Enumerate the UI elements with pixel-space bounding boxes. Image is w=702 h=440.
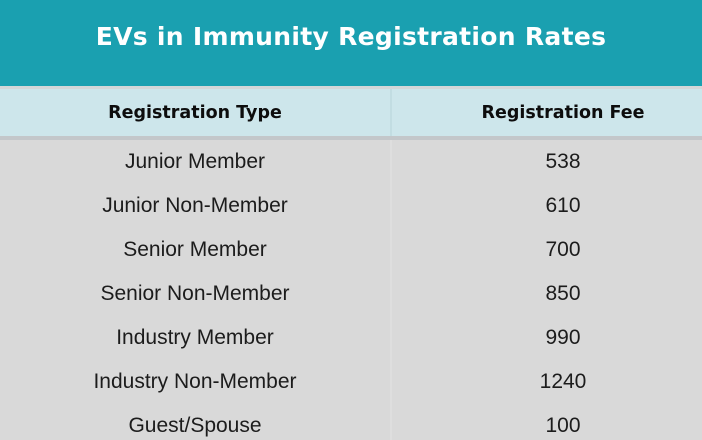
table-row: Senior Non-Member 850 xyxy=(0,272,702,316)
registration-fee-cell: 700 xyxy=(390,228,702,272)
registration-type-cell: Junior Non-Member xyxy=(102,194,288,217)
registration-fee-cell: 1240 xyxy=(390,360,702,404)
table-row: Junior Non-Member 610 xyxy=(0,184,702,228)
registration-type-cell: Industry Member xyxy=(116,326,274,349)
registration-type-cell: Industry Non-Member xyxy=(93,370,297,393)
page-title: EVs in Immunity Registration Rates xyxy=(95,22,607,51)
registration-type-cell: Senior Member xyxy=(123,238,267,261)
header-divider xyxy=(0,136,702,140)
registration-fee-cell: 850 xyxy=(390,272,702,316)
table-row: Senior Member 700 xyxy=(0,228,702,272)
registration-fee-cell: 538 xyxy=(390,140,702,184)
table-body: Junior Member 538 Junior Non-Member 610 … xyxy=(0,140,702,440)
registration-type-cell: Senior Non-Member xyxy=(100,282,290,305)
registration-fee-cell: 100 xyxy=(390,404,702,440)
table-row: Guest/Spouse 100 xyxy=(0,404,702,440)
top-separator xyxy=(0,86,702,89)
table-row: Industry Member 990 xyxy=(0,316,702,360)
registration-type-cell: Guest/Spouse xyxy=(128,414,262,437)
registration-fee-cell: 990 xyxy=(390,316,702,360)
column-header-registration-fee: Registration Fee xyxy=(390,89,702,136)
table-header-row: Registration Type Registration Fee xyxy=(0,89,702,136)
registration-type-cell: Junior Member xyxy=(124,150,266,173)
table-row: Industry Non-Member 1240 xyxy=(0,360,702,404)
table-row: Junior Member 538 xyxy=(0,140,702,184)
title-banner: EVs in Immunity Registration Rates xyxy=(0,0,702,86)
column-header-registration-type: Registration Type xyxy=(108,102,282,123)
registration-fee-cell: 610 xyxy=(390,184,702,228)
